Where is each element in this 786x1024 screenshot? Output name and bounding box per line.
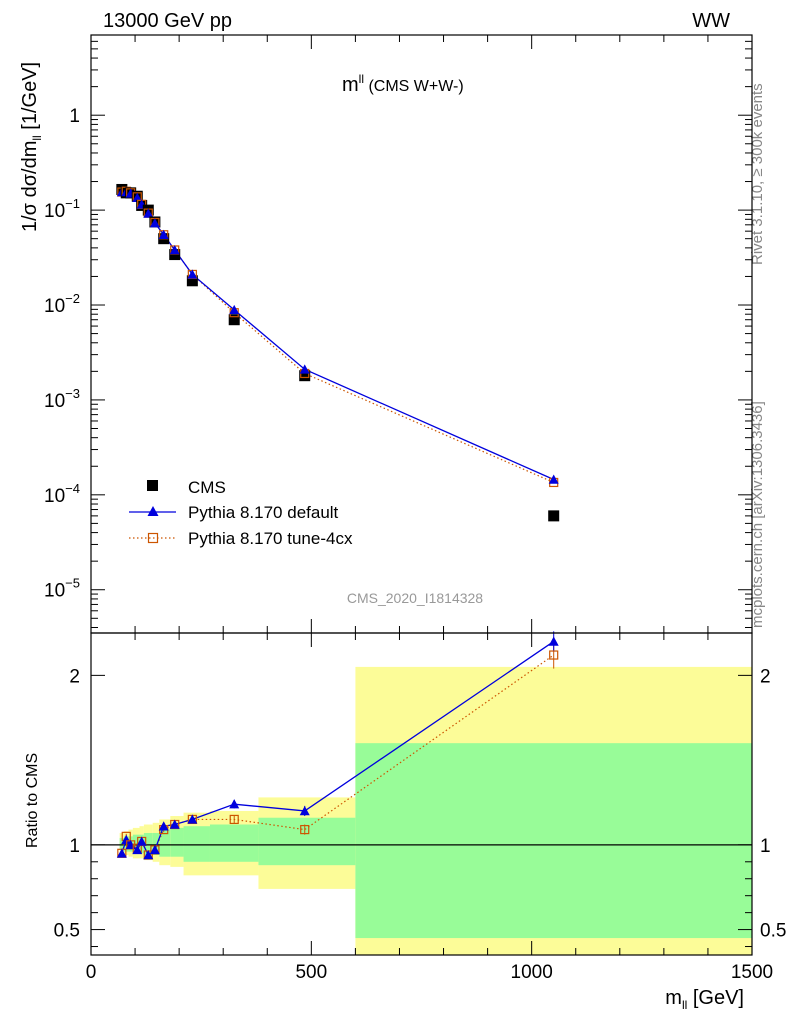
ratio-y-axis-label: Ratio to CMS bbox=[24, 753, 41, 848]
main-y-tick-label-10^-3: 10−3 bbox=[44, 386, 80, 412]
main-default-line bbox=[121, 191, 554, 481]
axes: 0 500 1000 1500 10−5 10−4 10−3 10−2 10−1 1 0.5 0.5 1… bbox=[44, 34, 786, 983]
ratio-y-tick-label-left-1: 1 bbox=[69, 836, 80, 857]
ratio-default-point-12 bbox=[548, 636, 559, 646]
ratio-default-point-6 bbox=[149, 844, 160, 855]
ratio-band-inner-9 bbox=[183, 826, 210, 862]
ratio-default-point-1 bbox=[121, 834, 132, 845]
main-series bbox=[116, 183, 560, 522]
ratio-default-point-9 bbox=[187, 814, 198, 824]
ratio-default-point-11 bbox=[299, 805, 310, 816]
main-y-tick-label-10^-5: 10−5 bbox=[44, 576, 80, 602]
main-y-axis-label: 1/σ dσ/dmll [1/GeV] bbox=[19, 62, 44, 232]
legend-default-marker bbox=[147, 506, 159, 516]
mcplots-source-label: mcplots.cern.ch [arXiv:1306.3436] bbox=[749, 401, 766, 628]
analysis-watermark: CMS_2020_I1814328 bbox=[347, 590, 483, 606]
ratio-default-point-4 bbox=[136, 836, 147, 846]
ratio-uncertainty-bands bbox=[119, 666, 752, 955]
ratio-default-point-5 bbox=[143, 850, 154, 860]
ratio-band-inner-12 bbox=[355, 743, 752, 939]
rivet-version-label: Rivet 3.1.10, ≥ 300k events bbox=[749, 83, 766, 265]
ratio-default-point-8 bbox=[169, 819, 180, 829]
main-default-point-11 bbox=[299, 364, 310, 374]
main-cms-point-11 bbox=[299, 370, 311, 382]
ratio-band-inner-6 bbox=[152, 832, 160, 856]
ratio-y-tick-label-right-1: 1 bbox=[760, 836, 771, 857]
x-axis-label: mll [GeV] bbox=[665, 987, 744, 1012]
legend-default-label: Pythia 8.170 default bbox=[188, 503, 339, 522]
header-energy-label: 13000 GeV pp bbox=[103, 10, 232, 32]
x-tick-label-0: 0 bbox=[86, 962, 97, 983]
ratio-default-point-3 bbox=[132, 844, 143, 855]
main-default-point-10 bbox=[229, 304, 240, 315]
main-y-tick-label-1: 1 bbox=[69, 106, 80, 127]
legend-tune4cx-marker bbox=[147, 532, 159, 544]
ratio-y-tick-label-left-2: 2 bbox=[69, 666, 80, 687]
ratio-default-point-10 bbox=[229, 799, 240, 809]
main-default-point-7 bbox=[158, 229, 169, 240]
ratio-tune4cx-point-11 bbox=[300, 824, 310, 835]
plot-title: mll (CMS W+W-) bbox=[342, 72, 464, 96]
main-tune4cx-line bbox=[121, 190, 554, 484]
x-tick-label-1000: 1000 bbox=[511, 962, 553, 983]
legend-tune4cx-label: Pythia 8.170 tune-4cx bbox=[188, 529, 353, 548]
main-cms-point-9 bbox=[186, 275, 198, 287]
x-tick-label-500: 500 bbox=[295, 962, 327, 983]
ratio-series bbox=[91, 631, 752, 860]
main-default-point-12 bbox=[548, 474, 559, 484]
main-y-tick-label-10^-4: 10−4 bbox=[44, 481, 80, 507]
main-default-point-6 bbox=[149, 218, 160, 228]
header-process-label: WW bbox=[692, 10, 730, 32]
ratio-default-point-7 bbox=[158, 821, 169, 831]
main-cms-point-12 bbox=[548, 510, 560, 522]
main-default-point-9 bbox=[187, 269, 198, 279]
ratio-default-point-0 bbox=[116, 848, 127, 858]
ratio-tune4cx-point-12 bbox=[549, 650, 559, 660]
ratio-band-inner-7 bbox=[159, 829, 171, 857]
main-y-tick-label-10^-1: 10−1 bbox=[44, 196, 80, 222]
legend: CMS Pythia 8.170 default Pythia 8.170 tu… bbox=[129, 478, 353, 548]
main-default-point-5 bbox=[143, 208, 154, 218]
ratio-tune4cx-point-10 bbox=[229, 814, 239, 825]
ratio-y-tick-label-right-0.5: 0.5 bbox=[760, 921, 786, 942]
ratio-y-tick-label-right-2: 2 bbox=[760, 666, 771, 687]
ratio-band-inner-11 bbox=[258, 817, 356, 866]
ratio-y-tick-label-left-0.5: 0.5 bbox=[54, 921, 80, 942]
x-tick-label-1500: 1500 bbox=[731, 962, 773, 983]
main-default-point-3 bbox=[132, 192, 143, 202]
ratio-band-inner-5 bbox=[143, 832, 153, 856]
main-y-tick-label-10^-2: 10−2 bbox=[44, 291, 80, 317]
main-cms-point-10 bbox=[228, 314, 240, 326]
ratio-band-inner-8 bbox=[170, 827, 184, 857]
ratio-panel-frame bbox=[90, 632, 753, 956]
ratio-band-inner-10 bbox=[209, 824, 259, 862]
legend-cms-label: CMS bbox=[188, 478, 226, 497]
main-default-point-8 bbox=[169, 244, 180, 255]
legend-cms-marker bbox=[147, 480, 158, 491]
